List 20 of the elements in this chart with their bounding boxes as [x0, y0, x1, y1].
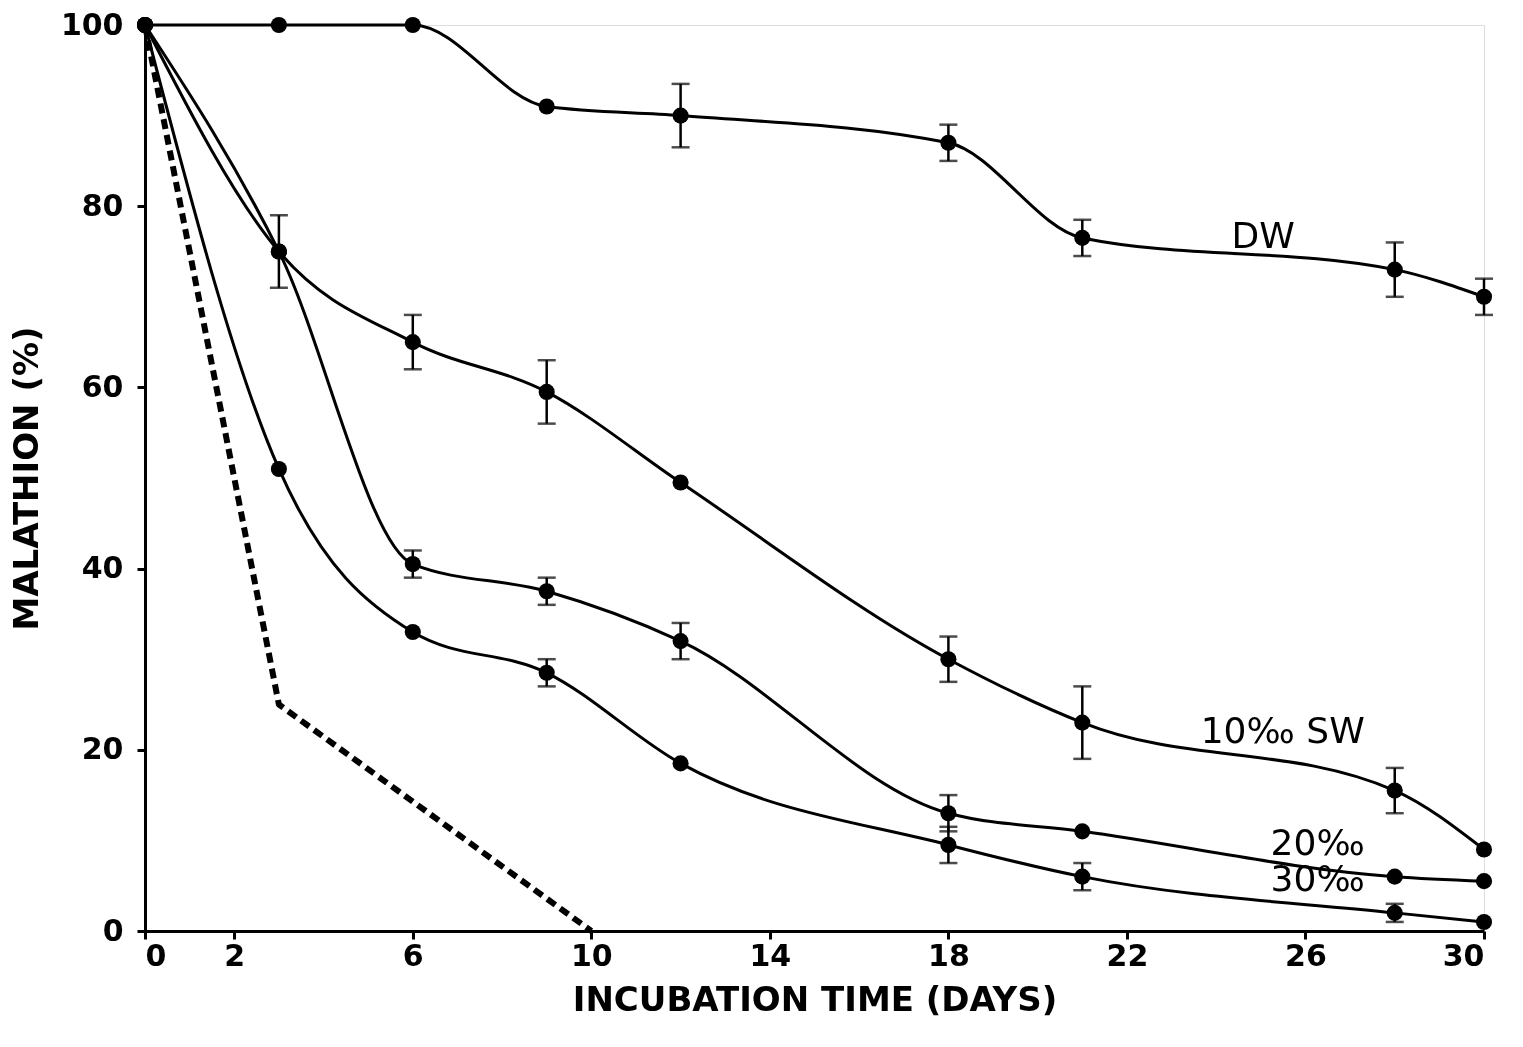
y-axis-title: MALATHION (%) — [5, 326, 46, 631]
series-label: 10‰ SW — [1200, 709, 1365, 751]
x-tick-label: 18 — [928, 937, 970, 973]
x-axis-title: INCUBATION TIME (DAYS) — [572, 978, 1058, 1019]
series-label: DW — [1231, 214, 1295, 256]
y-tick-label: 40 — [81, 550, 124, 586]
y-tick-label: 60 — [81, 368, 124, 404]
x-tick-label: 0 — [145, 937, 167, 973]
x-tick-label: 2 — [224, 937, 246, 973]
y-tick-label: 20 — [81, 731, 124, 767]
x-tick-label: 26 — [1285, 937, 1327, 973]
y-tick-label: 0 — [102, 912, 124, 948]
series-label: 20‰ — [1270, 821, 1365, 863]
y-tick-label: 80 — [81, 187, 124, 223]
y-tick-label: 100 — [60, 6, 124, 42]
x-tick-label: 14 — [749, 937, 792, 973]
x-tick-label: 30 — [1442, 937, 1485, 973]
x-tick-label: 6 — [402, 937, 424, 973]
x-tick-label: 22 — [1106, 937, 1149, 973]
x-tick-label: 10 — [570, 937, 613, 973]
